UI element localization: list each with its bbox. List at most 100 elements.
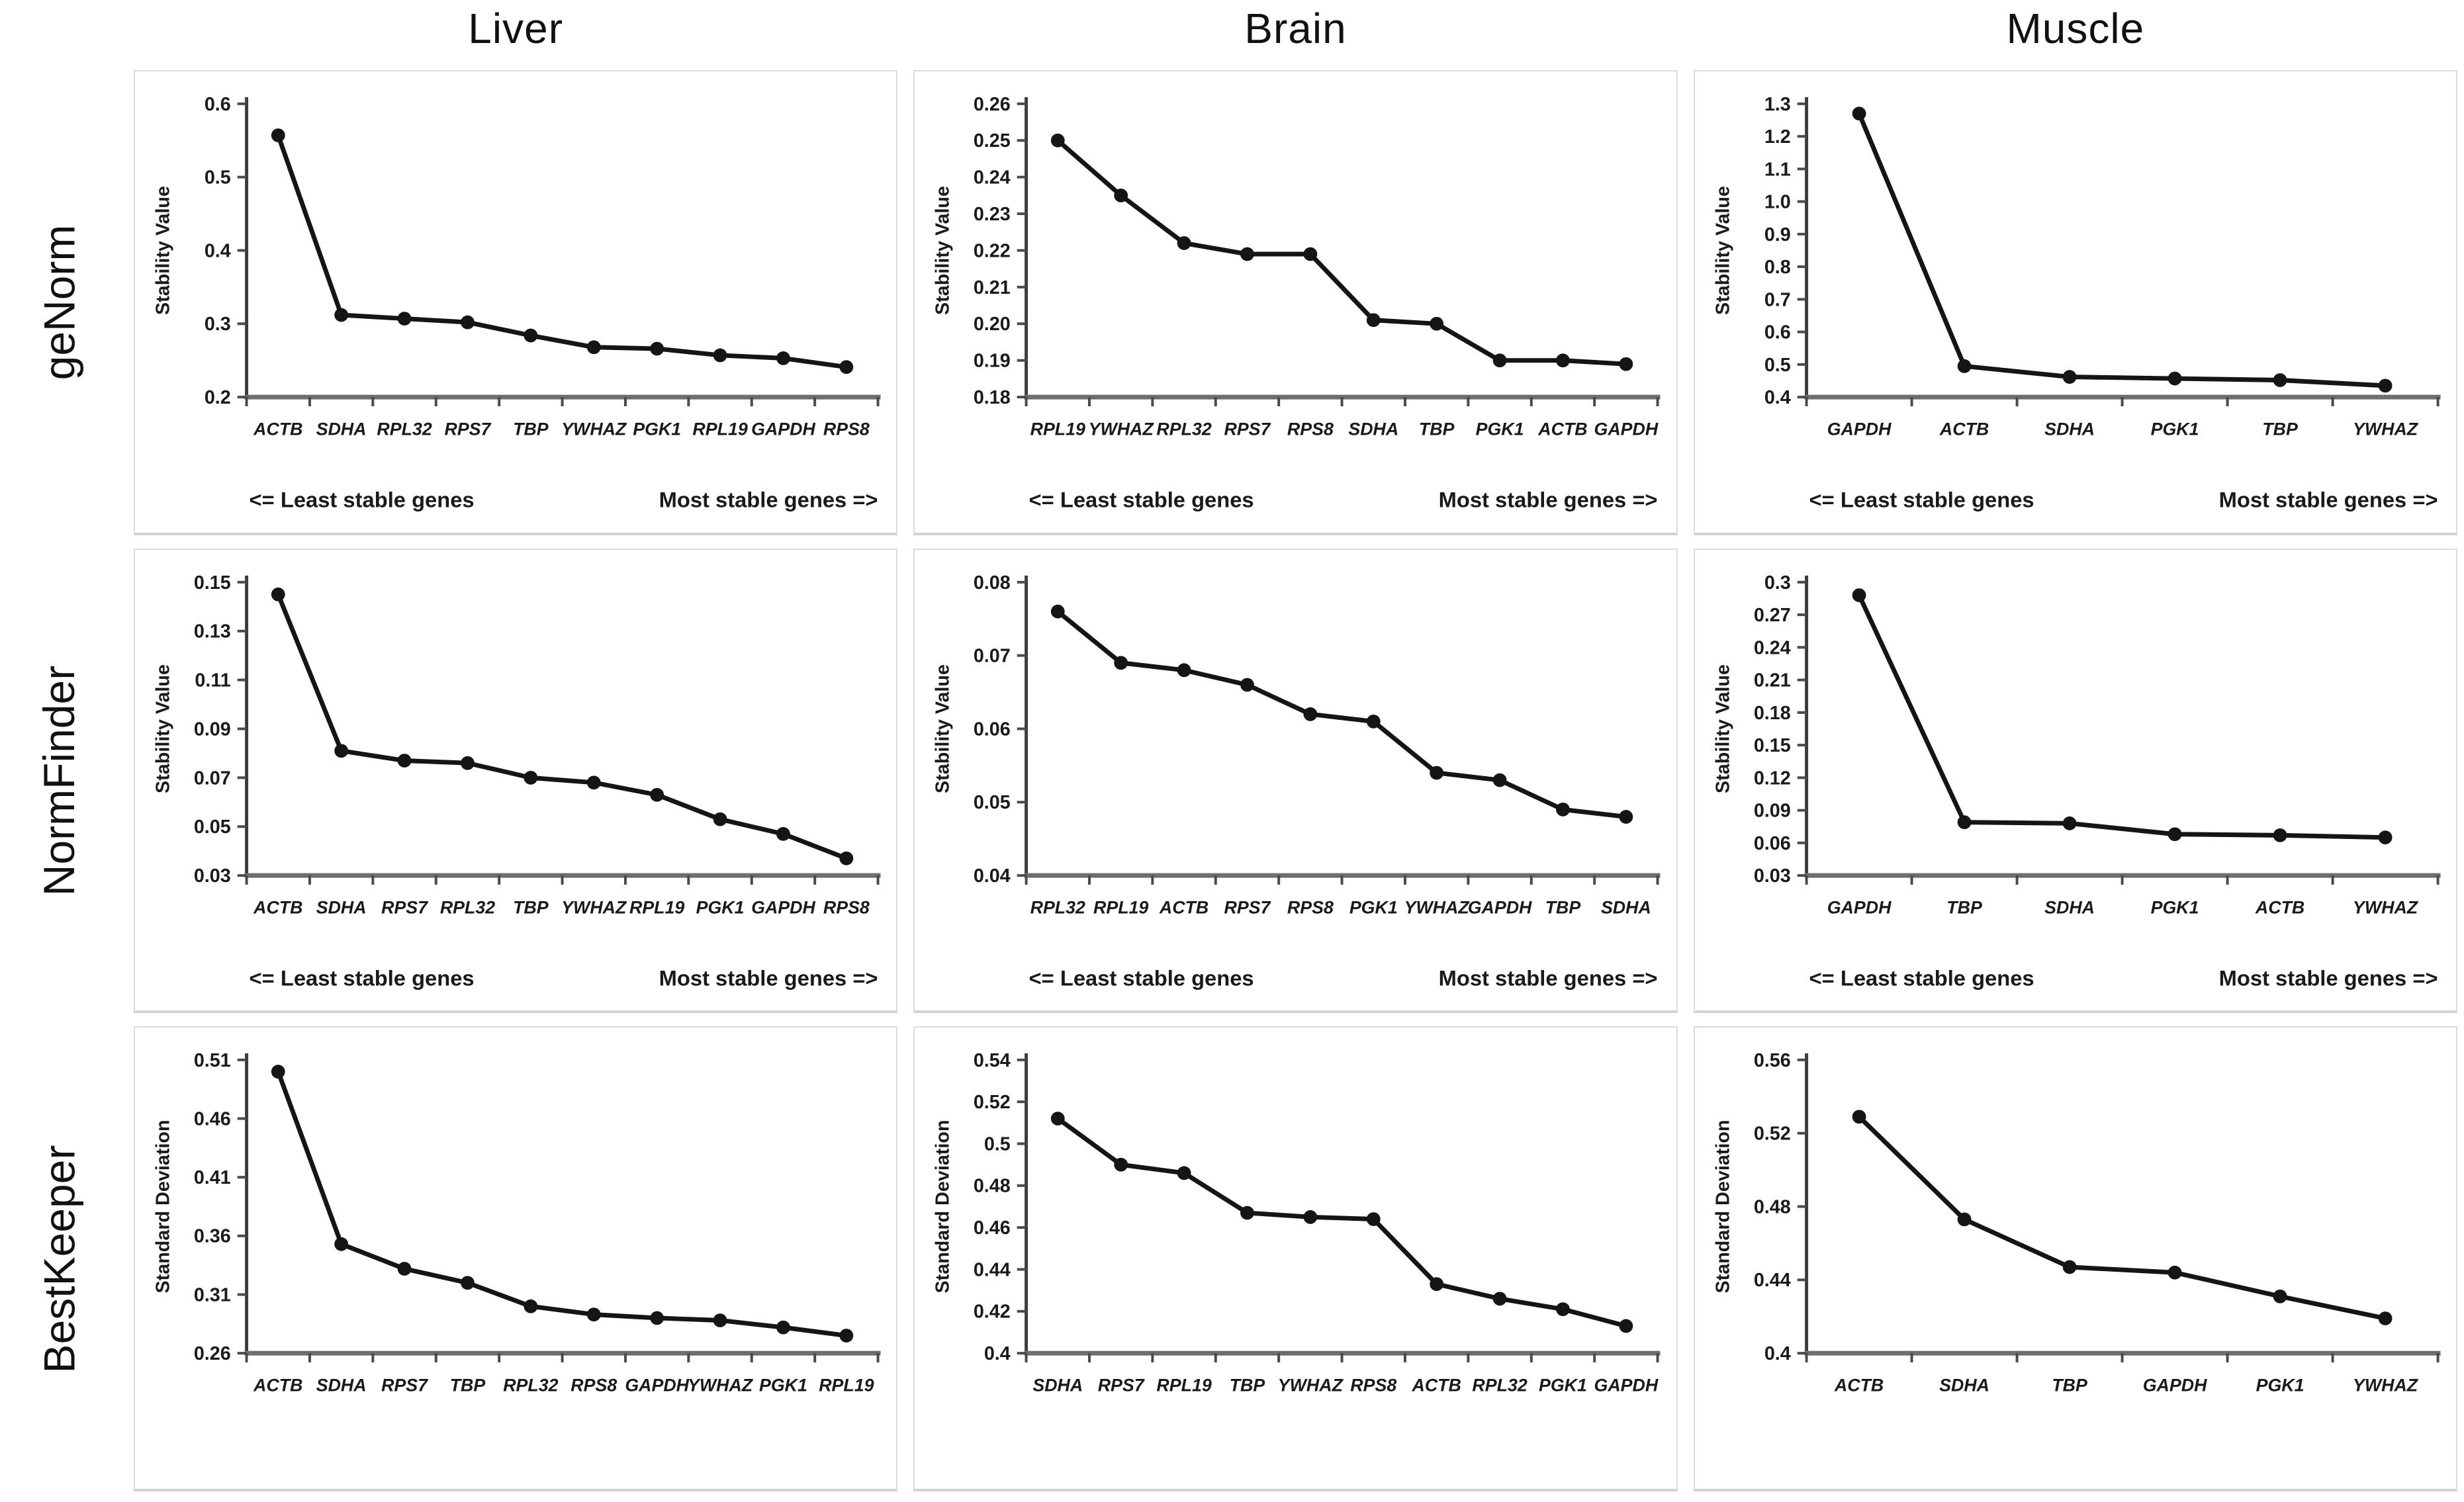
y-tick-label: 0.25 <box>974 130 1011 152</box>
data-point <box>776 1321 790 1335</box>
x-category-label: RPS7 <box>1224 897 1271 917</box>
y-tick-label: 0.06 <box>974 719 1011 740</box>
y-axis-title: Stability Value <box>933 186 954 315</box>
grid-corner-spacer <box>0 0 118 57</box>
data-point <box>2062 370 2077 384</box>
data-point <box>839 360 854 375</box>
caption-least-stable: <= Least stable genes <box>250 965 475 990</box>
x-category-label: TBP <box>450 1376 486 1395</box>
y-axis-title: Stability Value <box>153 186 174 315</box>
x-category-label: SDHA <box>316 897 367 917</box>
y-tick-label: 0.23 <box>974 204 1011 225</box>
y-tick-label: 0.09 <box>194 719 231 740</box>
y-tick-label: 0.18 <box>974 387 1011 408</box>
y-axis-title: Stability Value <box>933 664 954 793</box>
x-category-label: RPL19 <box>692 420 747 439</box>
data-point <box>334 308 349 322</box>
chart-svg: 0.04 0.05 0.06 0.07 0.08 Stability Value RPL32… <box>933 572 1661 990</box>
x-category-label: YWHAZ <box>2353 897 2419 917</box>
x-category-label: RPS8 <box>570 1376 617 1395</box>
data-point <box>1492 353 1507 368</box>
x-category-label: PGK1 <box>696 897 745 917</box>
x-category-label: TBP <box>513 420 549 439</box>
x-category-label: TBP <box>1230 1376 1265 1395</box>
data-point <box>1852 1110 1866 1124</box>
x-category-label: YWHAZ <box>1278 1376 1344 1395</box>
data-point <box>1051 1112 1066 1126</box>
x-category-label: RPL19 <box>1157 1376 1212 1395</box>
x-category-label: RPS7 <box>1224 420 1271 439</box>
data-point <box>1367 1212 1381 1227</box>
y-tick-label: 0.03 <box>194 865 231 887</box>
y-tick-label: 0.51 <box>194 1050 231 1071</box>
caption-least-stable: <= Least stable genes <box>1029 488 1254 512</box>
x-category-label: RPL19 <box>629 897 684 917</box>
x-category-label: RPS8 <box>1287 897 1334 917</box>
x-category-label: GAPDH <box>1468 897 1532 917</box>
chart-svg: 0.2 0.3 0.4 0.5 0.6 Stability Value ACTB SDHA RP… <box>153 94 881 512</box>
y-tick-label: 0.12 <box>1753 768 1790 789</box>
chart-svg: 0.03 0.05 0.07 0.09 0.11 0.13 0.15 Stability Va… <box>153 572 881 990</box>
data-point <box>1303 707 1318 721</box>
x-category-label: RPS7 <box>1098 1376 1145 1395</box>
y-tick-label: 0.20 <box>974 314 1011 335</box>
caption-least-stable: <= Least stable genes <box>1809 488 2034 512</box>
x-category-label: YWHAZ <box>688 1376 754 1395</box>
y-tick-label: 0.56 <box>1753 1050 1790 1071</box>
data-point <box>2273 1290 2287 1303</box>
caption-most-stable: Most stable genes => <box>1439 488 1658 512</box>
data-point <box>1430 1277 1444 1292</box>
x-category-label: RPS8 <box>823 420 870 439</box>
data-point <box>713 1313 727 1328</box>
data-point <box>397 753 412 768</box>
data-point <box>1240 247 1255 261</box>
data-point <box>461 1276 475 1290</box>
x-category-label: GAPDH <box>2142 1376 2207 1395</box>
data-point <box>1619 1319 1633 1333</box>
y-tick-label: 0.4 <box>205 240 231 261</box>
data-point <box>1114 188 1128 202</box>
data-line <box>275 592 849 861</box>
data-point <box>271 128 285 142</box>
x-category-label: RPS7 <box>381 897 428 917</box>
y-axis-title: Standard Deviation <box>1712 1120 1733 1294</box>
caption-most-stable: Most stable genes => <box>659 965 878 990</box>
y-tick-label: 0.3 <box>1764 572 1790 593</box>
data-point <box>2378 1311 2393 1326</box>
data-point <box>586 1307 601 1322</box>
x-category-label: ACTB <box>1538 420 1588 439</box>
y-tick-label: 0.11 <box>195 670 230 691</box>
x-category-label: GAPDH <box>1827 420 1891 439</box>
y-tick-label: 0.03 <box>1753 865 1790 887</box>
row-label-normfinder: NormFinder <box>34 665 83 897</box>
y-tick-label: 0.07 <box>974 645 1011 666</box>
x-category-label: RPL32 <box>377 420 432 439</box>
data-point <box>1367 714 1381 729</box>
x-category-label: TBP <box>2052 1376 2087 1395</box>
caption-most-stable: Most stable genes => <box>1439 965 1658 990</box>
data-point <box>1430 766 1444 780</box>
x-category-label: RPL32 <box>1157 420 1212 439</box>
data-point <box>397 312 412 326</box>
data-line <box>1856 592 2388 840</box>
y-tick-label: 0.2 <box>205 387 231 408</box>
y-tick-label: 0.48 <box>1753 1197 1790 1218</box>
y-tick-label: 0.15 <box>1753 735 1790 756</box>
data-point <box>1367 313 1381 328</box>
x-category-label: PGK1 <box>1539 1376 1587 1395</box>
x-category-label: RPL32 <box>503 1376 558 1395</box>
data-point <box>2167 371 2182 386</box>
y-tick-label: 0.6 <box>1764 322 1790 343</box>
x-category-label: RPL32 <box>440 897 495 917</box>
x-category-label: ACTB <box>253 1376 302 1395</box>
x-category-label: RPL32 <box>1473 1376 1528 1395</box>
data-point <box>1177 663 1191 677</box>
y-tick-label: 0.9 <box>1764 224 1790 245</box>
x-category-label: TBP <box>1946 897 1982 917</box>
data-point <box>2273 373 2287 387</box>
x-category-label: ACTB <box>1159 897 1209 917</box>
chart-panel-muscle-bestkeeper: 0.4 0.44 0.48 0.52 0.56 Standard Deviation ACT… <box>1693 1026 2457 1491</box>
data-point <box>2062 816 2077 830</box>
data-point <box>839 1329 854 1343</box>
y-tick-label: 0.42 <box>974 1302 1011 1323</box>
